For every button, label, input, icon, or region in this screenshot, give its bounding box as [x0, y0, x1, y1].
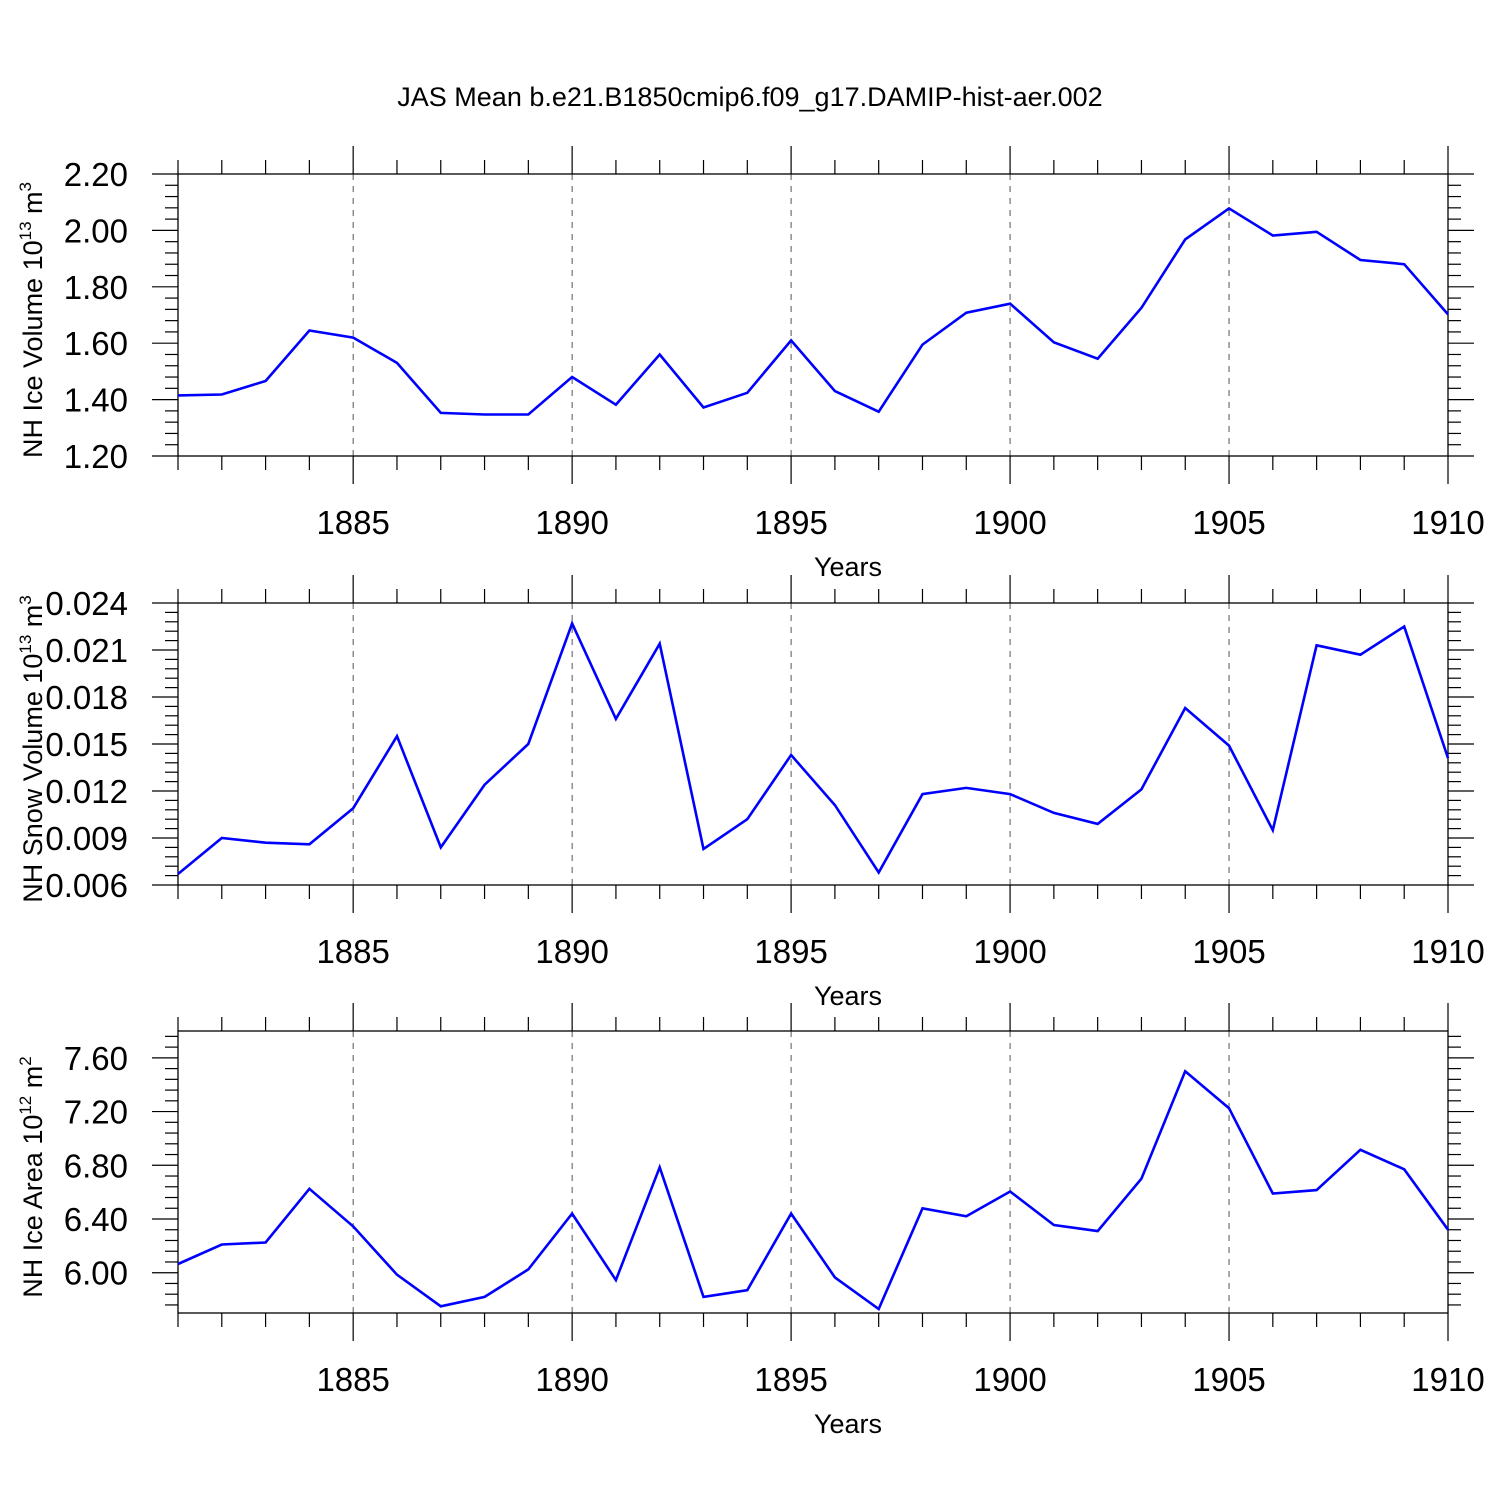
- plot-frame: [177, 1030, 1449, 1314]
- x-tick-label: 1905: [1192, 504, 1265, 541]
- y-tick-label: 6.00: [64, 1255, 128, 1292]
- y-axis-title: NH Ice Area 1012 m2: [16, 1056, 48, 1297]
- y-tick-label: 1.20: [64, 438, 128, 475]
- y-tick-label: 0.018: [45, 679, 128, 716]
- x-tick-label: 1885: [316, 504, 389, 541]
- panel-1: 1.20 1.40 1.60 1.80 2.00 2.20 1885 1890 1895 1900…: [16, 146, 1485, 582]
- y-tick-label: 0.009: [45, 820, 128, 857]
- y-tick-label: 1.40: [64, 382, 128, 419]
- x-axis-title: Years: [814, 981, 882, 1011]
- chart-title: JAS Mean b.e21.B1850cmip6.f09_g17.DAMIP-…: [397, 82, 1103, 112]
- x-tick-label: 1885: [316, 1361, 389, 1398]
- x-tick-label: 1895: [754, 1361, 827, 1398]
- x-tick-label: 1900: [973, 504, 1046, 541]
- y-tick-label: 0.006: [45, 867, 128, 904]
- y-axis-title: NH Ice Volume 1013 m3: [16, 182, 48, 458]
- y-axis-title: NH Snow Volume 1013 m3: [16, 595, 48, 903]
- y-tick-label: 1.80: [64, 269, 128, 306]
- x-tick-label: 1895: [754, 504, 827, 541]
- x-axis-title: Years: [814, 1409, 882, 1439]
- x-tick-label: 1885: [316, 933, 389, 970]
- y-tick-label: 0.024: [45, 585, 128, 622]
- series-line: [177, 619, 1450, 876]
- panel-3: 6.00 6.40 6.80 7.20 7.60 1885 1890 1895 1900 1905…: [16, 1003, 1485, 1439]
- y-tick-label: 7.60: [64, 1040, 128, 1077]
- y-tick-label: 6.80: [64, 1147, 128, 1184]
- series-line: [177, 1069, 1450, 1311]
- x-tick-label: 1905: [1192, 1361, 1265, 1398]
- y-tick-label: 0.021: [45, 632, 128, 669]
- x-tick-label: 1910: [1411, 504, 1484, 541]
- y-tick-label: 0.015: [45, 726, 128, 763]
- x-tick-label: 1900: [973, 1361, 1046, 1398]
- plot-frame: [177, 173, 1449, 457]
- plot-frame: [177, 602, 1449, 886]
- y-tick-label: 7.20: [64, 1094, 128, 1131]
- y-tick-label: 2.00: [64, 212, 128, 249]
- x-tick-label: 1890: [535, 933, 608, 970]
- x-axis-title: Years: [814, 552, 882, 582]
- x-tick-label: 1910: [1411, 933, 1484, 970]
- series-line: [177, 206, 1449, 416]
- y-tick-label: 0.012: [45, 773, 128, 810]
- y-tick-label: 2.20: [64, 156, 128, 193]
- panel-2: 0.006 0.009 0.012 0.015 0.018 0.021 0.024 1885 1…: [16, 575, 1485, 1011]
- x-tick-label: 1895: [754, 933, 827, 970]
- x-tick-label: 1905: [1192, 933, 1265, 970]
- x-tick-label: 1910: [1411, 1361, 1484, 1398]
- x-tick-label: 1890: [535, 504, 608, 541]
- y-tick-label: 6.40: [64, 1201, 128, 1238]
- x-tick-label: 1890: [535, 1361, 608, 1398]
- y-tick-label: 1.60: [64, 325, 128, 362]
- x-tick-label: 1900: [973, 933, 1046, 970]
